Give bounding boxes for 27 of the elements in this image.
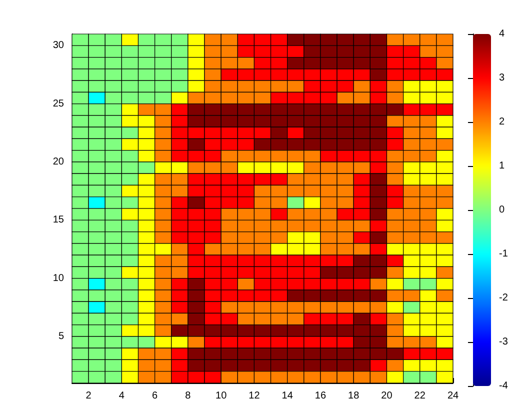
color-bar-label: 1 xyxy=(499,160,505,172)
color-bar-label: 2 xyxy=(499,116,505,128)
color-bar-label: 4 xyxy=(499,28,505,40)
x-tick-label: 24 xyxy=(447,390,459,401)
color-bar-label: -2 xyxy=(499,292,508,304)
y-tick-label: 5 xyxy=(58,330,64,342)
x-tick-label: 4 xyxy=(118,390,125,401)
y-tick-label: 15 xyxy=(52,214,64,226)
x-tick-label: 20 xyxy=(381,390,393,401)
x-tick-label: 22 xyxy=(414,390,426,401)
y-tick-label: 30 xyxy=(52,40,64,52)
y-tick-label: 25 xyxy=(52,98,64,110)
x-tick-label: 8 xyxy=(185,390,192,401)
x-tick-label: 12 xyxy=(248,390,260,401)
color-bar-label: 0 xyxy=(499,204,505,216)
color-bar-label: 3 xyxy=(499,72,505,84)
color-bar-label: -1 xyxy=(499,248,508,260)
y-tick-label: 20 xyxy=(52,156,64,168)
x-tick-label: 10 xyxy=(216,390,228,401)
color-bar-label: -4 xyxy=(499,380,508,392)
x-tick-label: 6 xyxy=(152,390,158,401)
x-tick-label: 14 xyxy=(282,390,294,401)
y-tick-label: 10 xyxy=(52,272,64,284)
color-bar-label: -3 xyxy=(499,336,508,348)
x-tick-label: 16 xyxy=(314,390,326,401)
x-tick-label: 2 xyxy=(86,390,92,401)
x-tick-label: 18 xyxy=(348,390,360,401)
